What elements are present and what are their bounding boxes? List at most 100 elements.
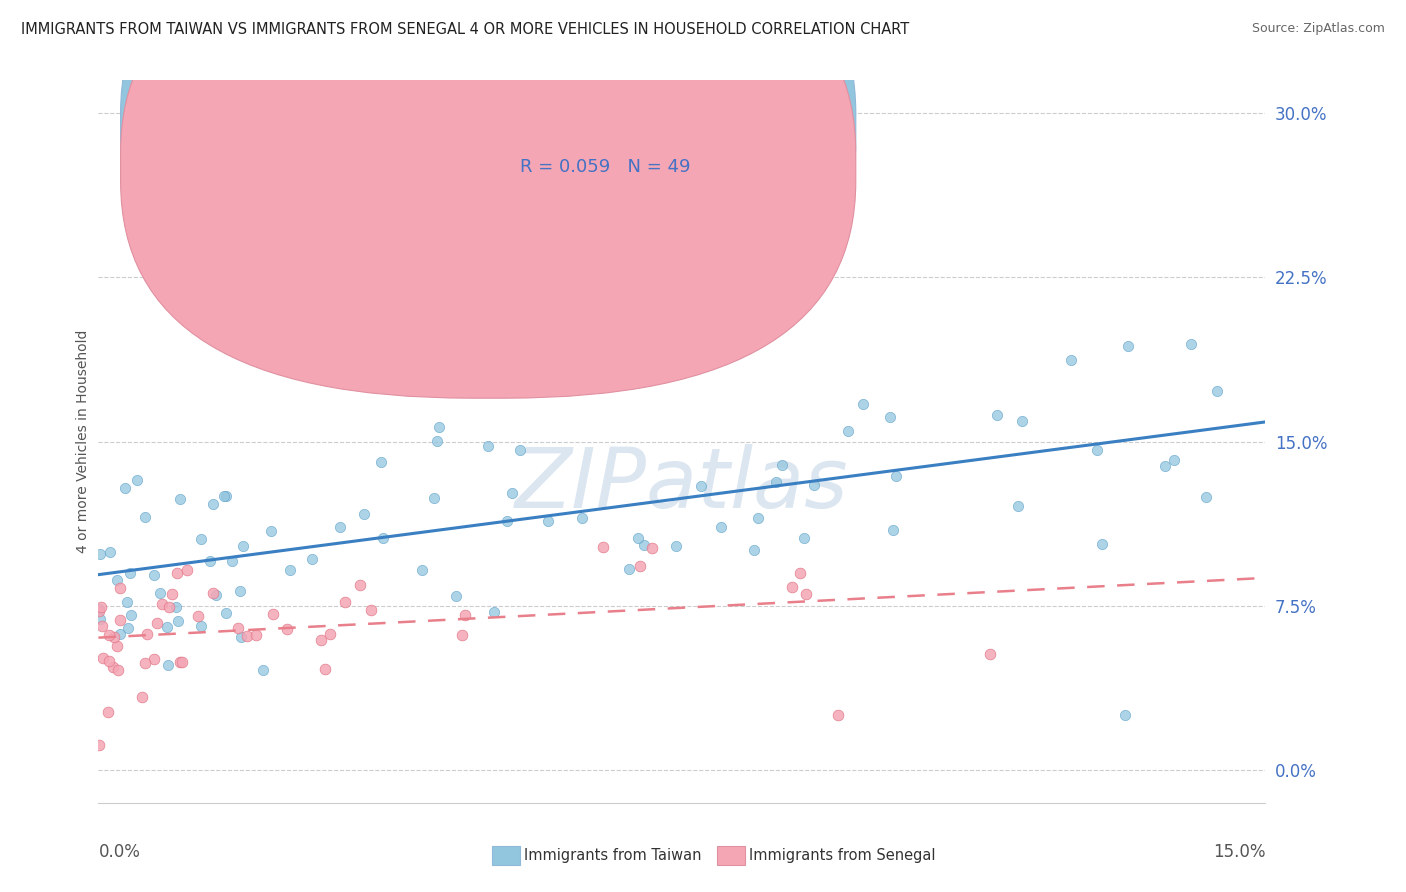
Point xyxy=(142,568,165,582)
Point xyxy=(1195,490,1218,504)
Point xyxy=(360,603,382,617)
Point xyxy=(280,563,302,577)
Point xyxy=(215,606,238,620)
Point xyxy=(260,524,283,538)
Point xyxy=(108,613,131,627)
Point xyxy=(263,607,285,621)
Point xyxy=(482,605,505,619)
Point xyxy=(411,563,433,577)
Point xyxy=(228,621,250,635)
Text: Immigrants from Senegal: Immigrants from Senegal xyxy=(749,848,936,863)
Point xyxy=(252,663,274,677)
Point xyxy=(770,458,793,473)
Point xyxy=(276,622,298,636)
Point xyxy=(501,486,523,500)
Point xyxy=(349,578,371,592)
Point xyxy=(353,507,375,521)
Text: 0.0%: 0.0% xyxy=(98,843,141,861)
Point xyxy=(314,662,336,676)
Text: R = 0.059   N = 49: R = 0.059 N = 49 xyxy=(520,158,690,176)
Text: ZIPatlas: ZIPatlas xyxy=(515,444,849,525)
Point xyxy=(125,473,148,487)
FancyBboxPatch shape xyxy=(121,0,856,359)
Point xyxy=(423,491,446,505)
Point xyxy=(212,489,235,503)
Point xyxy=(427,420,450,434)
Point xyxy=(333,595,356,609)
Point xyxy=(690,479,713,493)
Point xyxy=(571,511,593,525)
Point xyxy=(329,520,352,534)
Point xyxy=(134,656,156,670)
Point xyxy=(150,597,173,611)
Point xyxy=(301,552,323,566)
Point xyxy=(89,612,111,626)
Point xyxy=(1060,353,1083,368)
Point xyxy=(221,554,243,568)
Point xyxy=(202,586,225,600)
Point xyxy=(190,619,212,633)
Point xyxy=(107,574,129,588)
Point xyxy=(986,409,1008,423)
Point xyxy=(202,497,225,511)
Text: Source: ZipAtlas.com: Source: ZipAtlas.com xyxy=(1251,22,1385,36)
Point xyxy=(851,397,873,411)
Point xyxy=(1153,458,1175,473)
Point xyxy=(370,455,392,469)
Point xyxy=(157,658,180,673)
Point xyxy=(453,608,475,623)
Point xyxy=(156,620,179,634)
Point xyxy=(107,663,129,677)
Point xyxy=(91,651,114,665)
Point xyxy=(162,587,184,601)
Point xyxy=(89,739,111,753)
Point xyxy=(90,599,112,614)
Point xyxy=(1007,499,1029,513)
Point xyxy=(187,608,209,623)
Point xyxy=(450,627,472,641)
Point xyxy=(169,491,191,506)
Point xyxy=(198,554,221,568)
Point xyxy=(744,542,766,557)
Point xyxy=(101,660,124,674)
Point xyxy=(97,628,120,642)
Point xyxy=(319,626,342,640)
Point xyxy=(803,477,825,491)
Point xyxy=(426,434,449,449)
FancyBboxPatch shape xyxy=(121,0,856,398)
Point xyxy=(176,563,198,577)
Point xyxy=(157,600,180,615)
Point xyxy=(794,587,817,601)
Text: Immigrants from Taiwan: Immigrants from Taiwan xyxy=(524,848,702,863)
Point xyxy=(446,589,468,603)
Point xyxy=(87,604,110,618)
Point xyxy=(97,705,120,719)
Point xyxy=(710,520,733,534)
Point xyxy=(882,523,904,537)
Point xyxy=(537,515,560,529)
Point xyxy=(245,628,267,642)
Text: IMMIGRANTS FROM TAIWAN VS IMMIGRANTS FROM SENEGAL 4 OR MORE VEHICLES IN HOUSEHOL: IMMIGRANTS FROM TAIWAN VS IMMIGRANTS FRO… xyxy=(21,22,910,37)
Point xyxy=(789,566,811,580)
Point xyxy=(617,562,640,576)
Point xyxy=(169,655,191,669)
Point xyxy=(215,490,238,504)
Text: 15.0%: 15.0% xyxy=(1213,843,1265,861)
Point xyxy=(98,654,121,668)
Point xyxy=(134,510,156,524)
Point xyxy=(107,639,129,653)
Point xyxy=(1011,414,1033,428)
Point xyxy=(765,475,787,489)
Point xyxy=(1180,336,1202,351)
Point xyxy=(146,616,169,631)
Point xyxy=(229,630,252,644)
Point xyxy=(979,648,1001,662)
Point xyxy=(628,558,651,573)
Point xyxy=(884,468,907,483)
Point xyxy=(627,531,650,545)
Point xyxy=(232,539,254,553)
Point xyxy=(117,622,139,636)
Point xyxy=(89,547,111,561)
Point xyxy=(747,511,769,525)
Point xyxy=(120,608,142,623)
